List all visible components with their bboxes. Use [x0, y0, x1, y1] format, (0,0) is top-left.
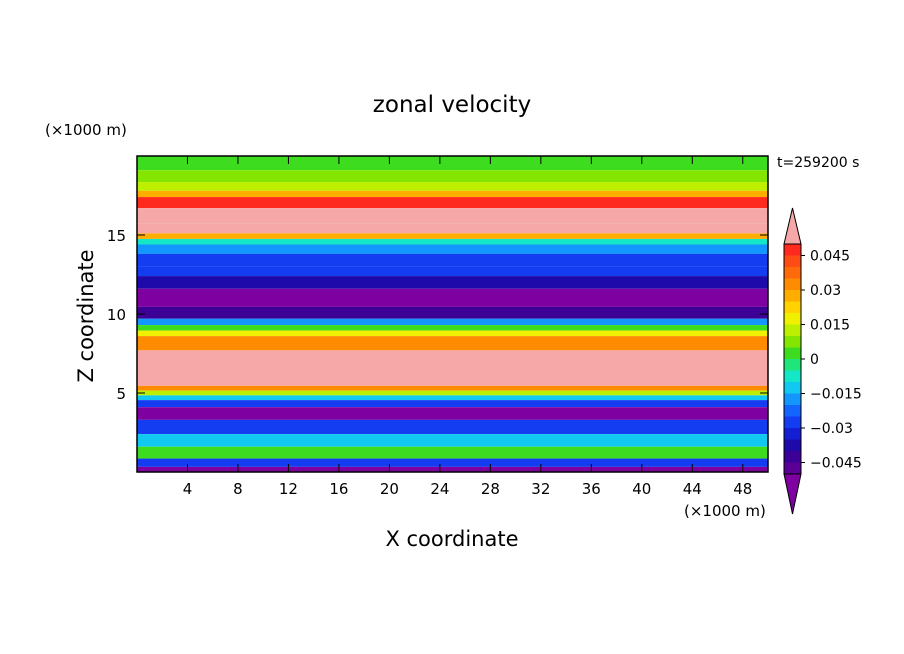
field-band — [137, 336, 768, 351]
y-axis: 5 10 15 — [107, 227, 768, 403]
colorbar-bottom-arrow — [783, 473, 802, 515]
colorbar-segment — [784, 313, 801, 325]
field-band — [137, 253, 768, 267]
colorbar-top-arrow — [783, 207, 802, 245]
x-tick-label: 4 — [183, 480, 193, 498]
x-axis-label: X coordinate — [385, 527, 518, 551]
field-band — [137, 350, 768, 373]
colorbar-segment — [784, 278, 801, 291]
field-band — [137, 233, 768, 239]
field-band — [137, 170, 768, 183]
field-band — [137, 238, 768, 245]
colorbar-segment — [784, 267, 801, 279]
colorbar-segment — [784, 255, 801, 268]
colorbar-tick-label: 0 — [810, 352, 819, 368]
colorbar-segment — [784, 347, 801, 360]
field-band — [137, 419, 768, 435]
field-band — [137, 266, 768, 277]
field-band — [137, 385, 768, 391]
field-band — [137, 208, 768, 224]
x-tick-label: 40 — [632, 480, 651, 498]
colorbar-segment — [784, 428, 801, 440]
field-band — [137, 395, 768, 401]
colorbar-segment — [784, 439, 801, 452]
colorbar-tick-label: −0.015 — [810, 387, 862, 403]
colorbar-segment — [784, 301, 801, 314]
field-band — [137, 244, 768, 254]
colorbar-segment — [784, 336, 801, 348]
x-tick-label: 48 — [733, 480, 752, 498]
field-band — [137, 182, 768, 191]
field-band — [137, 446, 768, 459]
colorbar-tick-label: 0.015 — [810, 318, 850, 334]
x-tick-label: 24 — [430, 480, 449, 498]
chart-title: zonal velocity — [373, 92, 531, 118]
field-band — [137, 276, 768, 289]
contour-field — [137, 156, 768, 472]
field-band — [137, 466, 768, 472]
field-band — [137, 458, 768, 467]
y-axis-label: Z coordinate — [74, 249, 98, 382]
x-axis: 4 8 12 16 20 24 28 32 36 40 44 48 — [183, 156, 752, 498]
field-band — [137, 190, 768, 198]
x-tick-label: 28 — [481, 480, 500, 498]
colorbar-segment — [784, 451, 801, 463]
y-axis-unit-label: (×1000 m) — [45, 121, 127, 139]
y-tick-label: 15 — [107, 227, 126, 245]
field-band — [137, 223, 768, 234]
colorbar-tick-label: 0.045 — [810, 249, 850, 265]
colorbar-tick-label: −0.03 — [810, 421, 853, 437]
x-tick-label: 44 — [683, 480, 702, 498]
field-band — [137, 330, 768, 337]
x-tick-label: 36 — [582, 480, 601, 498]
x-tick-label: 16 — [329, 480, 348, 498]
y-tick-label: 5 — [116, 385, 126, 403]
field-band — [137, 306, 768, 319]
colorbar-tick-label: −0.045 — [810, 456, 862, 472]
x-tick-label: 20 — [380, 480, 399, 498]
colorbar-segment — [784, 393, 801, 406]
x-tick-label: 8 — [233, 480, 243, 498]
field-band — [137, 400, 768, 408]
field-band — [137, 372, 768, 386]
colorbar-segment — [784, 359, 801, 371]
time-label: t=259200 s — [777, 155, 859, 171]
colorbar-segment — [784, 382, 801, 394]
colorbar-tick-label: 0.03 — [810, 283, 841, 299]
colorbar-segment — [784, 416, 801, 429]
y-tick-label: 10 — [107, 306, 126, 324]
field-band — [137, 318, 768, 326]
colorbar-segment — [784, 244, 801, 256]
colorbar-segment — [784, 370, 801, 383]
field-band — [137, 197, 768, 209]
field-band — [137, 407, 768, 420]
x-tick-label: 32 — [531, 480, 550, 498]
field-band — [137, 156, 768, 171]
colorbar-segment — [784, 462, 801, 475]
x-axis-unit-label: (×1000 m) — [684, 502, 766, 520]
colorbar: 0.045 0.03 0.015 0 −0.015 −0.03 −0.045 — [783, 207, 862, 515]
x-tick-label: 12 — [279, 480, 298, 498]
field-band — [137, 390, 768, 396]
colorbar-segment — [784, 405, 801, 417]
field-band — [137, 288, 768, 307]
field-band — [137, 325, 768, 331]
field-band — [137, 434, 768, 447]
colorbar-segment — [784, 290, 801, 302]
colorbar-segment — [784, 324, 801, 337]
